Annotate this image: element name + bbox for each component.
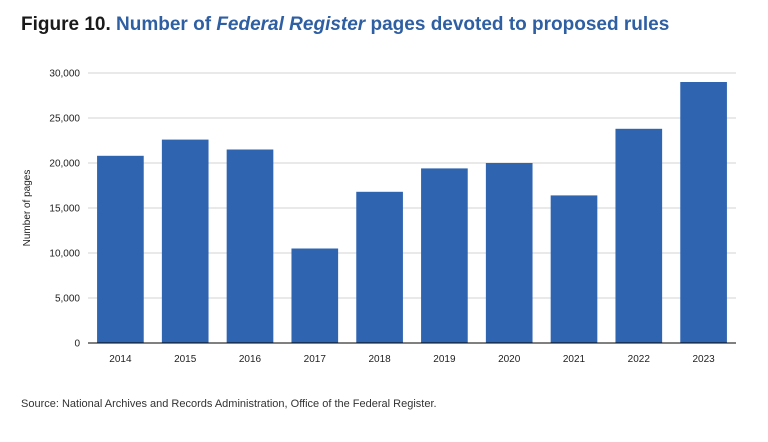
x-tick-label: 2017 xyxy=(304,354,327,365)
x-tick-label: 2022 xyxy=(628,354,651,365)
bar-2021 xyxy=(550,195,598,343)
bar-2014 xyxy=(97,155,144,343)
title-text-after: pages devoted to proposed rules xyxy=(365,14,670,35)
source-note: Source: National Archives and Records Ad… xyxy=(21,398,437,410)
x-tick-label: 2016 xyxy=(239,354,262,365)
x-tick-label: 2021 xyxy=(563,354,586,365)
y-tick-label: 30,000 xyxy=(49,69,80,80)
bars xyxy=(88,82,736,344)
x-tick-label: 2023 xyxy=(692,354,715,365)
bar-2015 xyxy=(161,139,209,343)
x-tick-labels: 2014 2015 2016 2017 2018 2019 2020 2021 2022 2023 xyxy=(109,354,715,365)
title-text-before: Number of xyxy=(116,14,217,35)
bar-2020 xyxy=(485,163,533,343)
x-tick-label: 2019 xyxy=(433,354,456,365)
title-text-italic: Federal Register xyxy=(216,14,366,35)
bar-2022 xyxy=(615,128,663,343)
bar-2019 xyxy=(421,168,468,343)
y-tick-label: 10,000 xyxy=(49,249,80,260)
title-text: Number of Federal Register pages devoted… xyxy=(116,14,669,35)
bar-2016 xyxy=(226,149,274,343)
y-tick-labels: 0 5,000 10,000 15,000 20,000 25,000 30,000 xyxy=(49,69,80,350)
x-tick-label: 2014 xyxy=(109,354,132,365)
y-tick-label: 20,000 xyxy=(49,159,80,170)
y-tick-label: 25,000 xyxy=(49,114,80,125)
x-tick-label: 2015 xyxy=(174,354,197,365)
y-axis-label: Number of pages xyxy=(22,170,33,247)
y-tick-label: 0 xyxy=(74,339,80,350)
bar-2017 xyxy=(291,248,339,343)
y-tick-label: 5,000 xyxy=(55,294,80,305)
x-tick-label: 2018 xyxy=(368,354,391,365)
bar-2018 xyxy=(356,191,403,343)
figure-label: Figure 10. xyxy=(21,14,111,35)
chart-title: Figure 10. Number of Federal Register pa… xyxy=(21,14,669,36)
bar-2023 xyxy=(680,82,727,343)
y-tick-label: 15,000 xyxy=(49,204,80,215)
x-tick-label: 2020 xyxy=(498,354,521,365)
